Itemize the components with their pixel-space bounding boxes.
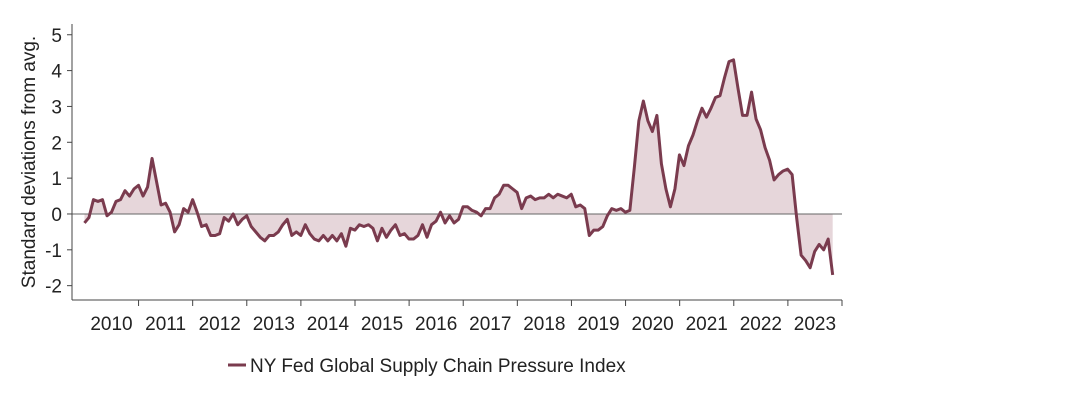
x-tick-label: 2013 — [253, 314, 295, 335]
legend: NY Fed Global Supply Chain Pressure Inde… — [228, 356, 626, 377]
x-tick-label: 2011 — [145, 314, 186, 335]
x-tick-label: 2017 — [469, 314, 511, 335]
x-tick-label: 2015 — [361, 314, 403, 335]
x-tick-labels: 2010 2011 2012 2013 2014 2015 2016 2017 2018 2019… — [90, 314, 836, 335]
x-tick-label: 2014 — [307, 314, 350, 335]
series-line — [83, 58, 835, 276]
x-tick-label: 2019 — [577, 314, 619, 335]
y-tick-label: 0 — [51, 205, 62, 226]
y-axis-label: Standard deviations from avg. — [19, 36, 40, 288]
x-tick-label: 2020 — [631, 314, 673, 335]
y-tick-label: -2 — [45, 277, 62, 298]
x-tick-label: 2010 — [90, 314, 132, 335]
y-tick-labels: -2 -1 0 1 2 3 4 5 — [45, 26, 62, 298]
series-line-layer — [83, 58, 835, 276]
x-tick-label: 2012 — [199, 314, 241, 335]
x-tick-label: 2023 — [794, 314, 836, 335]
x-tick-label: 2018 — [523, 314, 565, 335]
x-tick-label: 2021 — [686, 314, 728, 335]
y-tick-label: 1 — [51, 169, 62, 190]
y-tick-label: 5 — [51, 26, 62, 47]
x-tick-label: 2016 — [415, 314, 457, 335]
axes-layer — [67, 24, 843, 306]
y-tick-label: 3 — [51, 97, 62, 118]
y-tick-label: 4 — [51, 62, 62, 83]
legend-label: NY Fed Global Supply Chain Pressure Inde… — [250, 356, 626, 377]
x-tick-label: 2022 — [740, 314, 782, 335]
y-tick-label: -1 — [45, 241, 62, 262]
y-tick-label: 2 — [51, 133, 62, 154]
